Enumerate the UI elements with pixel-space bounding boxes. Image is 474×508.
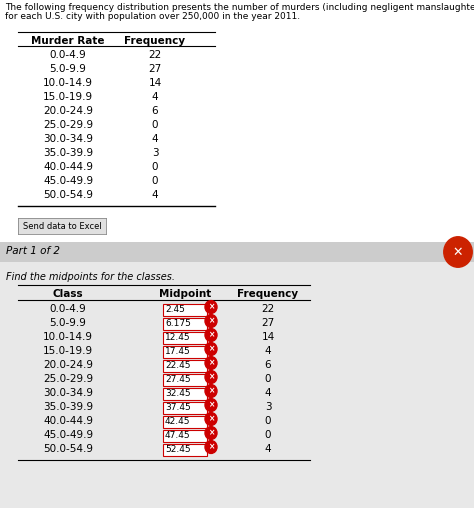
Text: 6: 6 (264, 360, 271, 370)
Text: 35.0-39.9: 35.0-39.9 (43, 402, 93, 412)
Text: 14: 14 (261, 332, 274, 342)
Text: 0.0-4.9: 0.0-4.9 (50, 304, 86, 314)
Text: 12.45: 12.45 (165, 333, 191, 342)
Text: 47.45: 47.45 (165, 431, 191, 440)
Text: ×: × (208, 429, 214, 437)
Text: 6.175: 6.175 (165, 319, 191, 328)
Text: Send data to Excel: Send data to Excel (23, 221, 101, 231)
Text: 50.0-54.9: 50.0-54.9 (43, 190, 93, 200)
Text: 0: 0 (265, 430, 271, 440)
Text: 45.0-49.9: 45.0-49.9 (43, 176, 93, 186)
Text: 0: 0 (265, 374, 271, 384)
Text: 30.0-34.9: 30.0-34.9 (43, 134, 93, 144)
Text: 37.45: 37.45 (165, 403, 191, 412)
Text: Midpoint: Midpoint (159, 289, 211, 299)
Text: ×: × (208, 302, 214, 311)
Text: 40.0-44.9: 40.0-44.9 (43, 162, 93, 172)
Text: ×: × (208, 331, 214, 339)
Text: 25.0-29.9: 25.0-29.9 (43, 120, 93, 130)
Text: 4: 4 (152, 134, 158, 144)
Text: 4: 4 (264, 388, 271, 398)
Text: 5.0-9.9: 5.0-9.9 (50, 318, 86, 328)
Text: ×: × (208, 344, 214, 354)
Text: Frequency: Frequency (125, 36, 185, 46)
Text: 25.0-29.9: 25.0-29.9 (43, 374, 93, 384)
Text: 22.45: 22.45 (165, 361, 191, 370)
Text: 20.0-24.9: 20.0-24.9 (43, 360, 93, 370)
Text: 20.0-24.9: 20.0-24.9 (43, 106, 93, 116)
Text: 10.0-14.9: 10.0-14.9 (43, 332, 93, 342)
Text: 27.45: 27.45 (165, 375, 191, 384)
Text: 0.0-4.9: 0.0-4.9 (50, 50, 86, 60)
Text: 17.45: 17.45 (165, 347, 191, 356)
Text: Class: Class (53, 289, 83, 299)
Text: 52.45: 52.45 (165, 445, 191, 454)
Text: 27: 27 (261, 318, 274, 328)
Text: 40.0-44.9: 40.0-44.9 (43, 416, 93, 426)
Text: ×: × (208, 415, 214, 424)
Text: ×: × (208, 442, 214, 452)
Text: 0: 0 (265, 416, 271, 426)
Text: 0: 0 (152, 162, 158, 172)
Text: ×: × (208, 400, 214, 409)
Text: Part 1 of 2: Part 1 of 2 (6, 246, 60, 256)
Text: 0: 0 (152, 120, 158, 130)
Text: 30.0-34.9: 30.0-34.9 (43, 388, 93, 398)
Text: ✕: ✕ (453, 245, 463, 259)
Text: 14: 14 (148, 78, 162, 88)
Text: 15.0-19.9: 15.0-19.9 (43, 92, 93, 102)
Text: Frequency: Frequency (237, 289, 299, 299)
Text: for each U.S. city with population over 250,000 in the year 2011.: for each U.S. city with population over … (5, 12, 300, 21)
Text: 3: 3 (264, 402, 271, 412)
Text: ×: × (208, 387, 214, 396)
Text: The following frequency distribution presents the number of murders (including n: The following frequency distribution pre… (5, 3, 474, 12)
Text: 4: 4 (152, 92, 158, 102)
Text: 35.0-39.9: 35.0-39.9 (43, 148, 93, 158)
Text: 32.45: 32.45 (165, 389, 191, 398)
Text: 22: 22 (261, 304, 274, 314)
Text: 50.0-54.9: 50.0-54.9 (43, 444, 93, 454)
Text: 10.0-14.9: 10.0-14.9 (43, 78, 93, 88)
Text: 0: 0 (152, 176, 158, 186)
Text: 4: 4 (264, 444, 271, 454)
Text: 4: 4 (152, 190, 158, 200)
Text: 6: 6 (152, 106, 158, 116)
Text: 4: 4 (264, 346, 271, 356)
Text: 15.0-19.9: 15.0-19.9 (43, 346, 93, 356)
Text: 2.45: 2.45 (165, 305, 185, 314)
Text: 22: 22 (148, 50, 162, 60)
Text: 27: 27 (148, 64, 162, 74)
Text: Find the midpoints for the classes.: Find the midpoints for the classes. (6, 272, 175, 282)
Text: 45.0-49.9: 45.0-49.9 (43, 430, 93, 440)
Text: 3: 3 (152, 148, 158, 158)
Text: 42.45: 42.45 (165, 417, 191, 426)
Text: Murder Rate: Murder Rate (31, 36, 105, 46)
Text: ×: × (208, 359, 214, 367)
Text: ×: × (208, 372, 214, 382)
Text: 5.0-9.9: 5.0-9.9 (50, 64, 86, 74)
Text: ×: × (208, 316, 214, 326)
